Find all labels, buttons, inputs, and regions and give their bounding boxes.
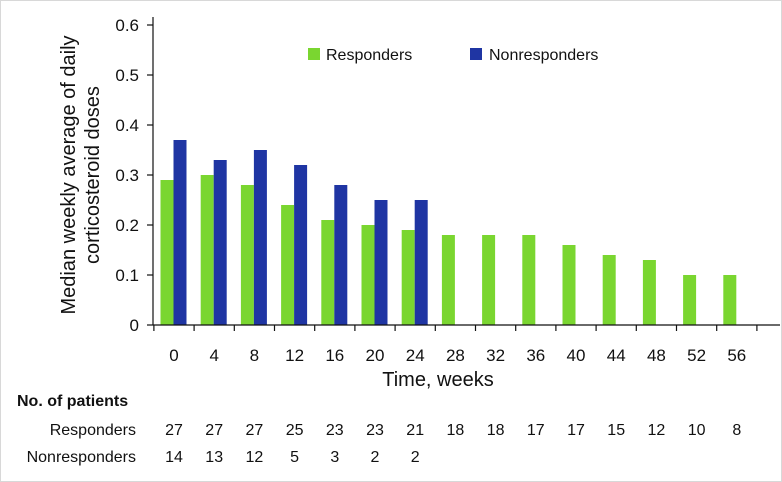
x-tick-label-48: 48 — [647, 346, 666, 365]
x-tick-label-44: 44 — [607, 346, 626, 365]
y-tick-label-0: 0 — [130, 316, 139, 335]
x-tick-label-4: 4 — [209, 346, 218, 365]
legend-label-nonresponders: Nonresponders — [489, 47, 598, 64]
bar-nonresponders-week-16 — [334, 185, 348, 325]
bar-responders-week-0 — [160, 180, 174, 325]
x-axis-label: Time, weeks — [382, 369, 494, 391]
patients-nonresponders-week-16: 3 — [330, 449, 339, 466]
y-axis-label-line-2: corticosteroid doses — [82, 86, 104, 264]
bar-responders-week-32 — [482, 235, 496, 325]
y-tick-label-0.2: 0.2 — [115, 216, 139, 235]
y-tick-label-0.3: 0.3 — [115, 166, 139, 185]
legend-swatch-nonresponders — [470, 48, 482, 60]
bar-nonresponders-week-0 — [173, 140, 187, 325]
x-tick-label-12: 12 — [285, 346, 304, 365]
patients-responders-week-32: 18 — [487, 422, 505, 439]
x-tick-label-24: 24 — [406, 346, 425, 365]
patients-table-title: No. of patients — [17, 393, 128, 410]
x-tick-label-52: 52 — [687, 346, 706, 365]
patients-nonresponders-week-24: 2 — [411, 449, 420, 466]
y-tick-label-0.1: 0.1 — [115, 266, 139, 285]
bar-responders-week-24 — [401, 230, 415, 325]
patients-responders-week-28: 18 — [447, 422, 465, 439]
patients-table-values: 27 27 27 25 23 23 21 18 18 17 17 15 12 10 8 14 13 12 5 3 2 2 — [165, 422, 741, 466]
bar-responders-week-48 — [642, 260, 656, 325]
patients-responders-week-20: 23 — [366, 422, 384, 439]
legend: Responders Nonresponders — [308, 47, 598, 64]
patients-responders-week-36: 17 — [527, 422, 545, 439]
bar-responders-week-44 — [602, 255, 616, 325]
patients-responders-week-56: 8 — [732, 422, 741, 439]
patients-nonresponders-week-0: 14 — [165, 449, 183, 466]
bar-responders-week-36 — [522, 235, 536, 325]
patients-responders-week-0: 27 — [165, 422, 183, 439]
bar-responders-week-56 — [723, 275, 737, 325]
bar-responders-week-8 — [240, 185, 254, 325]
y-tick-label-0.6: 0.6 — [115, 16, 139, 35]
legend-swatch-responders — [308, 48, 320, 60]
patients-row-label-nonresponders: Nonresponders — [27, 449, 136, 466]
x-tick-label-32: 32 — [486, 346, 505, 365]
x-tick-label-28: 28 — [446, 346, 465, 365]
bar-responders-week-52 — [683, 275, 697, 325]
y-axis-label: Median weekly average of daily corticost… — [58, 35, 104, 314]
patients-nonresponders-week-8: 12 — [246, 449, 264, 466]
patients-responders-week-24: 21 — [406, 422, 424, 439]
x-tick-label-36: 36 — [526, 346, 545, 365]
bar-nonresponders-week-8 — [253, 150, 267, 325]
bar-responders-week-4 — [200, 175, 214, 325]
y-axis-label-line-1: Median weekly average of daily — [58, 35, 80, 314]
x-axis-ticks: 0 4 8 12 16 20 24 28 32 36 40 44 48 52 56 — [153, 325, 758, 365]
x-tick-label-40: 40 — [567, 346, 586, 365]
patients-responders-week-52: 10 — [688, 422, 706, 439]
patients-row-label-responders: Responders — [50, 422, 136, 439]
x-tick-label-0: 0 — [169, 346, 178, 365]
patients-nonresponders-week-4: 13 — [205, 449, 223, 466]
y-tick-label-0.4: 0.4 — [115, 116, 139, 135]
bar-responders-week-40 — [562, 245, 576, 325]
patients-responders-week-12: 25 — [286, 422, 304, 439]
x-tick-label-16: 16 — [325, 346, 344, 365]
patients-responders-week-4: 27 — [205, 422, 223, 439]
bar-nonresponders-week-24 — [414, 200, 428, 325]
axes — [152, 17, 780, 326]
patients-responders-week-8: 27 — [246, 422, 264, 439]
bar-responders-week-28 — [441, 235, 455, 325]
bar-nonresponders-week-20 — [374, 200, 388, 325]
patients-responders-week-48: 12 — [648, 422, 666, 439]
patients-nonresponders-week-12: 5 — [290, 449, 299, 466]
x-tick-label-8: 8 — [250, 346, 259, 365]
x-tick-label-56: 56 — [727, 346, 746, 365]
patients-responders-week-44: 15 — [607, 422, 625, 439]
bars — [160, 140, 737, 325]
bar-responders-week-12 — [281, 205, 295, 325]
bar-nonresponders-week-12 — [294, 165, 308, 325]
patients-nonresponders-week-20: 2 — [371, 449, 380, 466]
y-axis-ticks: 0 0.1 0.2 0.3 0.4 0.5 0.6 — [115, 16, 153, 335]
y-tick-label-0.5: 0.5 — [115, 66, 139, 85]
patients-responders-week-40: 17 — [567, 422, 585, 439]
patients-responders-week-16: 23 — [326, 422, 344, 439]
bar-responders-week-16 — [321, 220, 335, 325]
legend-label-responders: Responders — [326, 47, 412, 64]
bar-responders-week-20 — [361, 225, 375, 325]
bar-nonresponders-week-4 — [213, 160, 227, 325]
x-tick-label-20: 20 — [366, 346, 385, 365]
